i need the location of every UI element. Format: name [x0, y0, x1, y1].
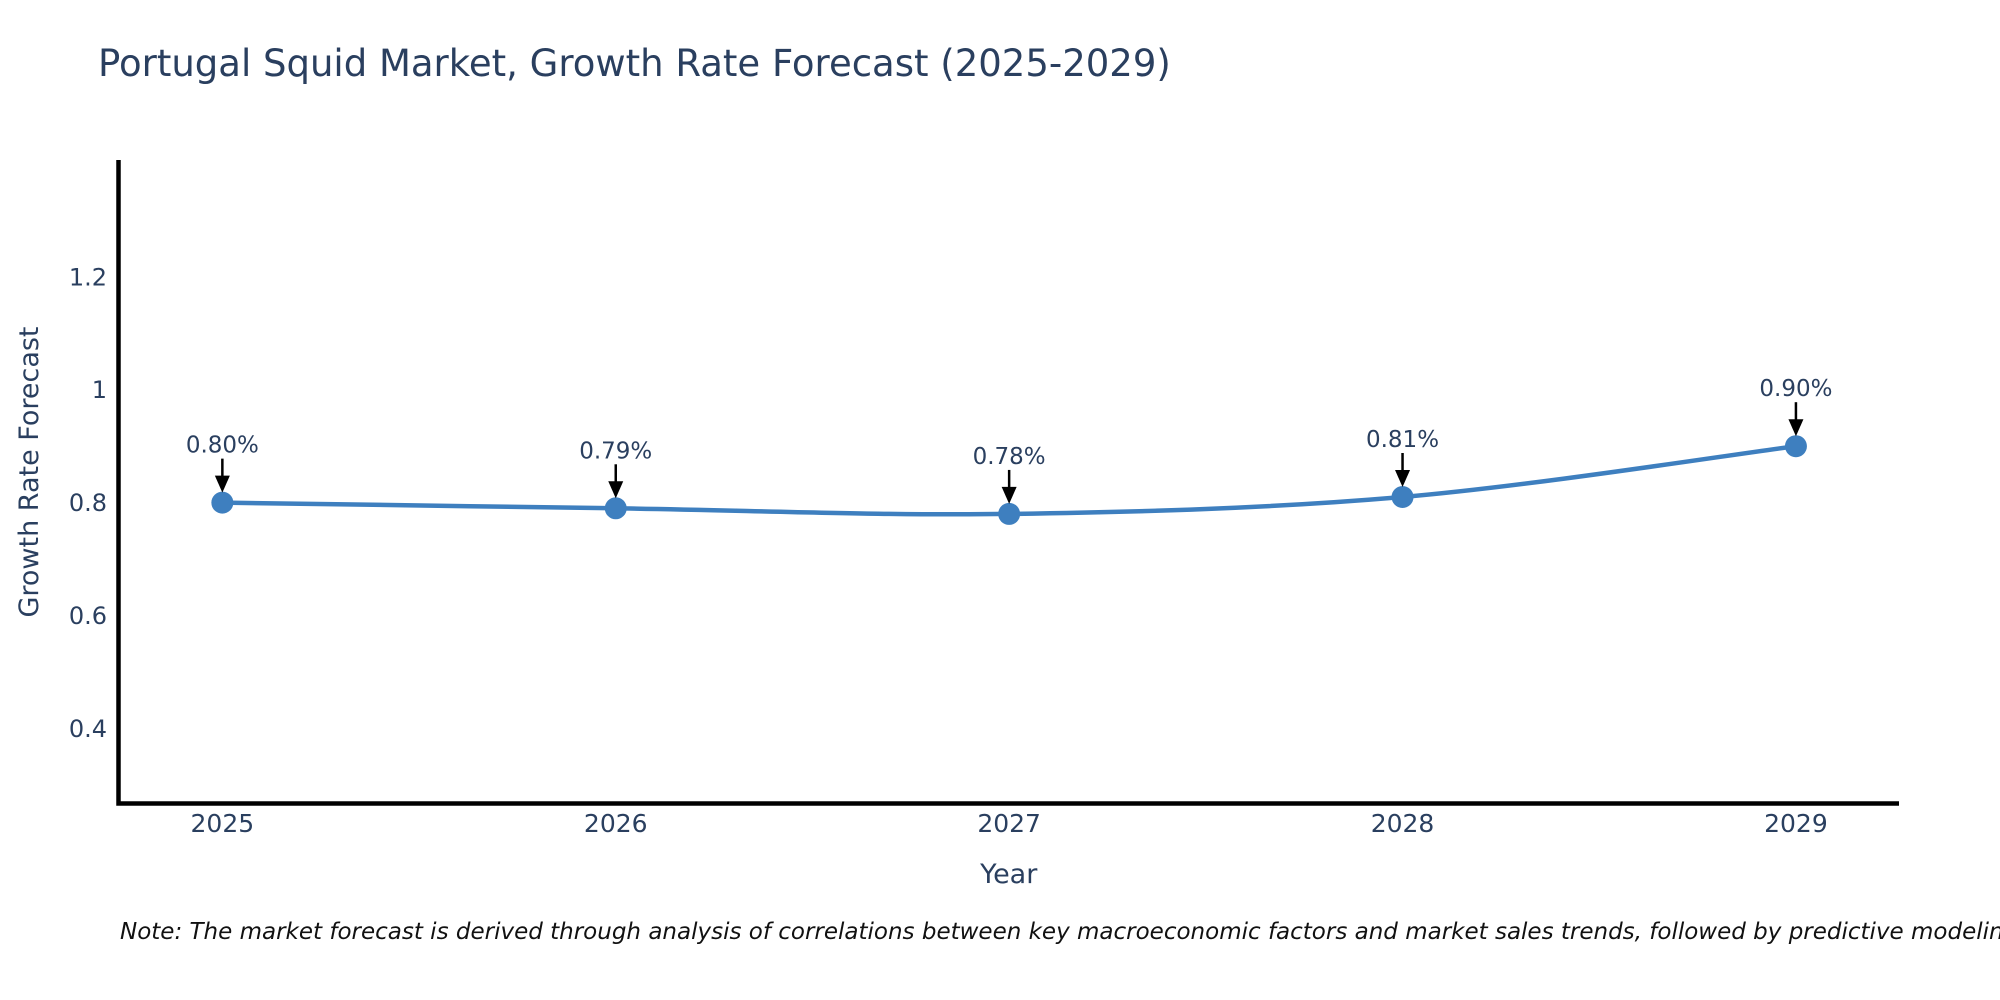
- chart-title: Portugal Squid Market, Growth Rate Forec…: [98, 42, 1171, 85]
- data-point-2028: [1391, 485, 1414, 508]
- annotation-arrowhead-icon: [214, 475, 230, 493]
- x-tick-label: 2026: [584, 809, 648, 838]
- point-annotation-2029: 0.90%: [1759, 376, 1832, 437]
- y-axis-title: Growth Rate Forecast: [14, 326, 45, 617]
- x-tick-label: 2028: [1371, 809, 1435, 838]
- point-annotation-2026: 0.79%: [579, 438, 652, 499]
- x-axis-title: Year: [979, 859, 1038, 890]
- x-tick-label: 2029: [1764, 809, 1828, 838]
- annotation-arrowhead-icon: [1001, 486, 1017, 504]
- y-tick-label: 1.2: [69, 263, 107, 291]
- y-tick-label: 1: [92, 376, 107, 404]
- annotation-label: 0.80%: [186, 433, 259, 459]
- annotation-label: 0.79%: [579, 438, 652, 464]
- footnote: Note: The market forecast is derived thr…: [120, 919, 2000, 945]
- data-point-2029: [1784, 435, 1807, 458]
- annotation-label: 0.90%: [1759, 376, 1832, 402]
- data-point-2027: [998, 502, 1021, 525]
- axis-spines: [116, 160, 1899, 806]
- y-tick-label: 0.6: [69, 602, 107, 630]
- annotation-label: 0.81%: [1366, 427, 1439, 453]
- point-annotation-2028: 0.81%: [1366, 427, 1439, 487]
- data-point-2026: [604, 497, 627, 520]
- annotation-arrowhead-icon: [1395, 469, 1411, 487]
- data-point-2025: [211, 491, 234, 514]
- annotation-arrowhead-icon: [608, 481, 624, 499]
- y-tick-label: 0.4: [69, 715, 107, 743]
- y-tick-label: 0.8: [69, 489, 107, 517]
- point-annotation-2025: 0.80%: [186, 433, 259, 493]
- x-tick-label: 2025: [191, 809, 255, 838]
- x-tick-label: 2027: [977, 809, 1041, 838]
- point-annotation-2027: 0.78%: [973, 444, 1046, 504]
- annotation-label: 0.78%: [973, 444, 1046, 470]
- annotation-arrowhead-icon: [1788, 419, 1804, 437]
